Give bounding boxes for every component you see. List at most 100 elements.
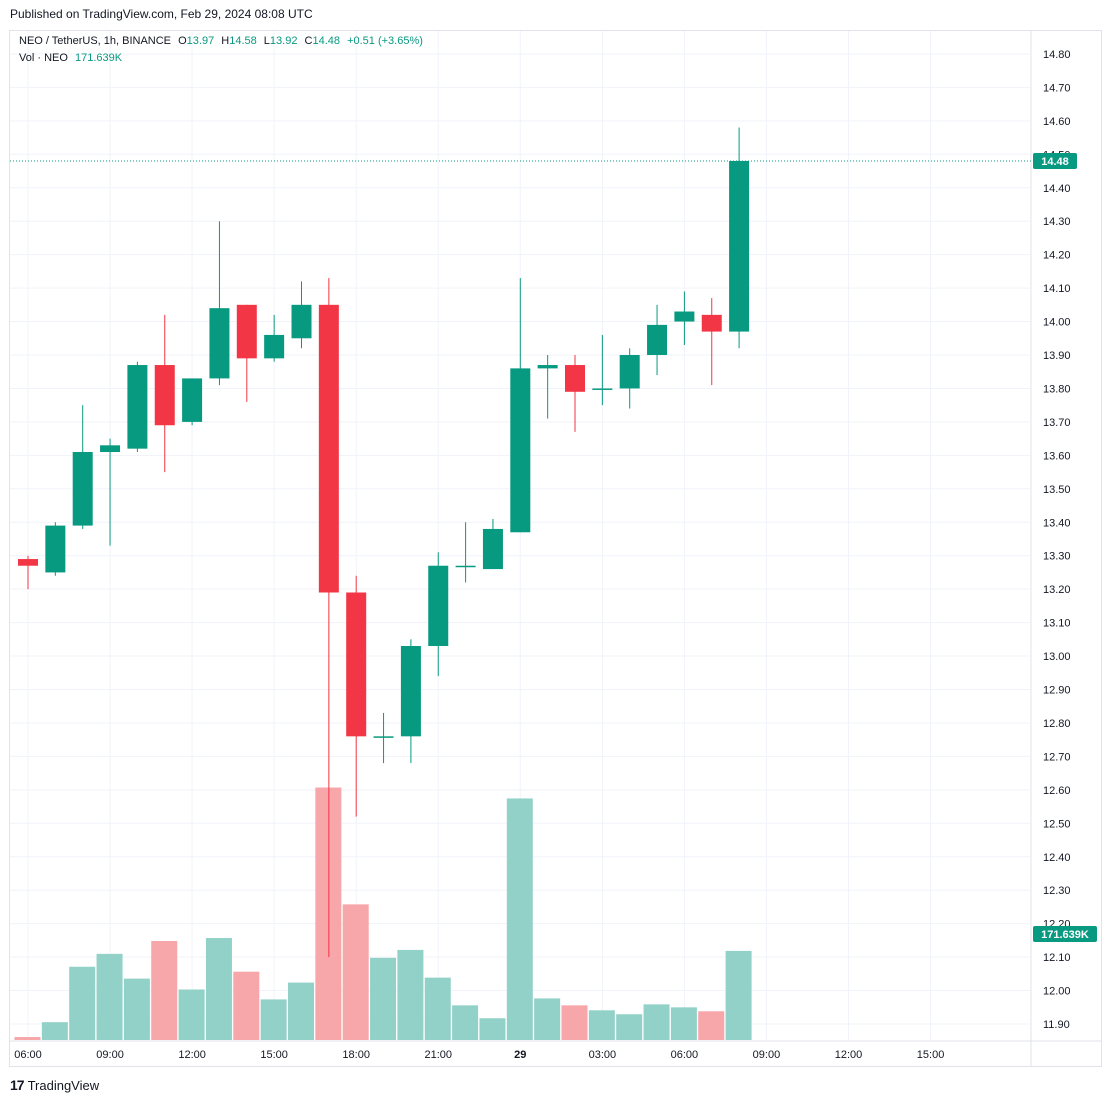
x-tick-label: 06:00	[671, 1049, 699, 1061]
low-value: L13.92	[263, 35, 298, 47]
candle-body	[264, 334, 285, 359]
volume-bar	[178, 989, 205, 1040]
x-tick-label: 12:00	[178, 1049, 206, 1061]
y-tick-label: 12.60	[1043, 785, 1071, 797]
candle-body	[565, 365, 585, 392]
y-tick-label: 12.30	[1043, 885, 1071, 897]
candle-body	[72, 452, 93, 526]
volume-bar	[342, 904, 369, 1040]
x-tick-label: 15:00	[917, 1049, 945, 1061]
candle-body	[236, 304, 257, 359]
volume-bar	[424, 977, 451, 1040]
volume-label[interactable]: Vol · NEO	[19, 52, 68, 64]
candle-body	[592, 388, 613, 390]
y-tick-label: 13.30	[1043, 551, 1071, 563]
volume-bar	[506, 798, 533, 1040]
volume-bar	[452, 1005, 479, 1040]
last-price-tag	[1033, 152, 1077, 169]
volume-bar	[96, 953, 123, 1040]
y-tick-label: 14.20	[1043, 250, 1071, 262]
y-tick-label: 13.10	[1043, 618, 1071, 630]
x-tick-label: 29	[514, 1049, 526, 1061]
y-tick-label: 12.80	[1043, 718, 1071, 730]
volume-bar	[561, 1005, 588, 1040]
tradingview-brand: TradingView	[27, 1077, 100, 1093]
candle-body	[154, 365, 175, 426]
candle-body	[428, 565, 449, 647]
volume-bar	[41, 1022, 68, 1040]
candle-body	[701, 314, 722, 332]
x-tick-label: 03:00	[589, 1049, 617, 1061]
x-tick-label: 21:00	[424, 1049, 452, 1061]
last-volume-label: 171.639K	[1041, 929, 1089, 941]
volume-bar	[123, 978, 150, 1040]
published-note: Published on TradingView.com, Feb 29, 20…	[10, 7, 313, 21]
y-tick-label: 13.80	[1043, 383, 1071, 395]
y-tick-label: 12.40	[1043, 852, 1071, 864]
x-tick-label: 06:00	[14, 1049, 42, 1061]
volume-bar	[588, 1010, 615, 1040]
candle-body	[647, 324, 668, 355]
volume-bar	[670, 1007, 697, 1040]
candle-body	[45, 525, 66, 573]
candle-body	[674, 311, 695, 322]
tradingview-logo-icon: 17	[10, 1077, 25, 1093]
candle-body	[400, 646, 421, 737]
volume-bar	[616, 1014, 643, 1040]
candle-body	[318, 304, 339, 593]
y-tick-label: 14.00	[1043, 317, 1071, 329]
symbol-label[interactable]: NEO / TetherUS, 1h, BINANCE	[19, 35, 172, 47]
high-value: H14.58	[221, 35, 257, 47]
chart-frame	[9, 30, 1102, 1067]
candle-body	[729, 160, 750, 332]
y-tick-label: 14.30	[1043, 216, 1071, 228]
volume-bar	[397, 949, 424, 1040]
last-volume-tag	[1033, 926, 1097, 942]
y-tick-label: 13.50	[1043, 484, 1071, 496]
open-value: O13.97	[178, 35, 215, 47]
ohlc-legend: NEO / TetherUS, 1h, BINANCE O13.97 H14.5…	[19, 35, 427, 47]
y-tick-label: 12.50	[1043, 818, 1071, 830]
candle-body	[127, 365, 148, 449]
volume-bar	[725, 950, 752, 1040]
x-tick-label: 18:00	[342, 1049, 370, 1061]
candle-body	[100, 445, 121, 453]
y-tick-label: 13.70	[1043, 417, 1071, 429]
x-tick-label: 12:00	[835, 1049, 863, 1061]
y-tick-label: 14.80	[1043, 49, 1071, 61]
y-tick-label: 12.10	[1043, 952, 1071, 964]
volume-value: 171.639K	[74, 52, 123, 64]
y-tick-label: 13.00	[1043, 651, 1071, 663]
volume-bar	[643, 1004, 670, 1040]
y-tick-label: 14.70	[1043, 82, 1071, 94]
y-tick-label: 13.60	[1043, 450, 1071, 462]
volume-legend: Vol · NEO 171.639K	[19, 52, 126, 64]
y-tick-label: 14.60	[1043, 116, 1071, 128]
tradingview-footer[interactable]: 17 TradingView	[10, 1077, 99, 1093]
volume-bar	[69, 966, 96, 1040]
y-tick-label: 12.70	[1043, 751, 1071, 763]
candle-body	[18, 559, 38, 566]
x-tick-label: 09:00	[753, 1049, 781, 1061]
candle-body	[455, 565, 476, 568]
candle-body	[291, 304, 312, 339]
candle-body	[537, 365, 558, 369]
y-tick-label: 11.90	[1043, 1019, 1070, 1031]
volume-bar	[260, 999, 287, 1040]
candle-body	[373, 736, 394, 738]
candle-body	[182, 378, 203, 422]
candle-body	[346, 592, 367, 737]
candle-body	[209, 308, 230, 379]
y-tick-label: 14.40	[1043, 183, 1071, 195]
y-tick-label: 14.10	[1043, 283, 1071, 295]
volume-bar	[534, 998, 561, 1040]
change-value: +0.51 (+3.65%)	[347, 35, 423, 47]
last-price-label: 14.48	[1041, 156, 1069, 168]
close-value: C14.48	[304, 35, 340, 47]
y-tick-label: 12.90	[1043, 685, 1071, 697]
volume-bar	[151, 941, 178, 1040]
candle-body	[510, 368, 531, 533]
volume-bar	[698, 1011, 725, 1040]
y-tick-label: 12.00	[1043, 986, 1071, 998]
